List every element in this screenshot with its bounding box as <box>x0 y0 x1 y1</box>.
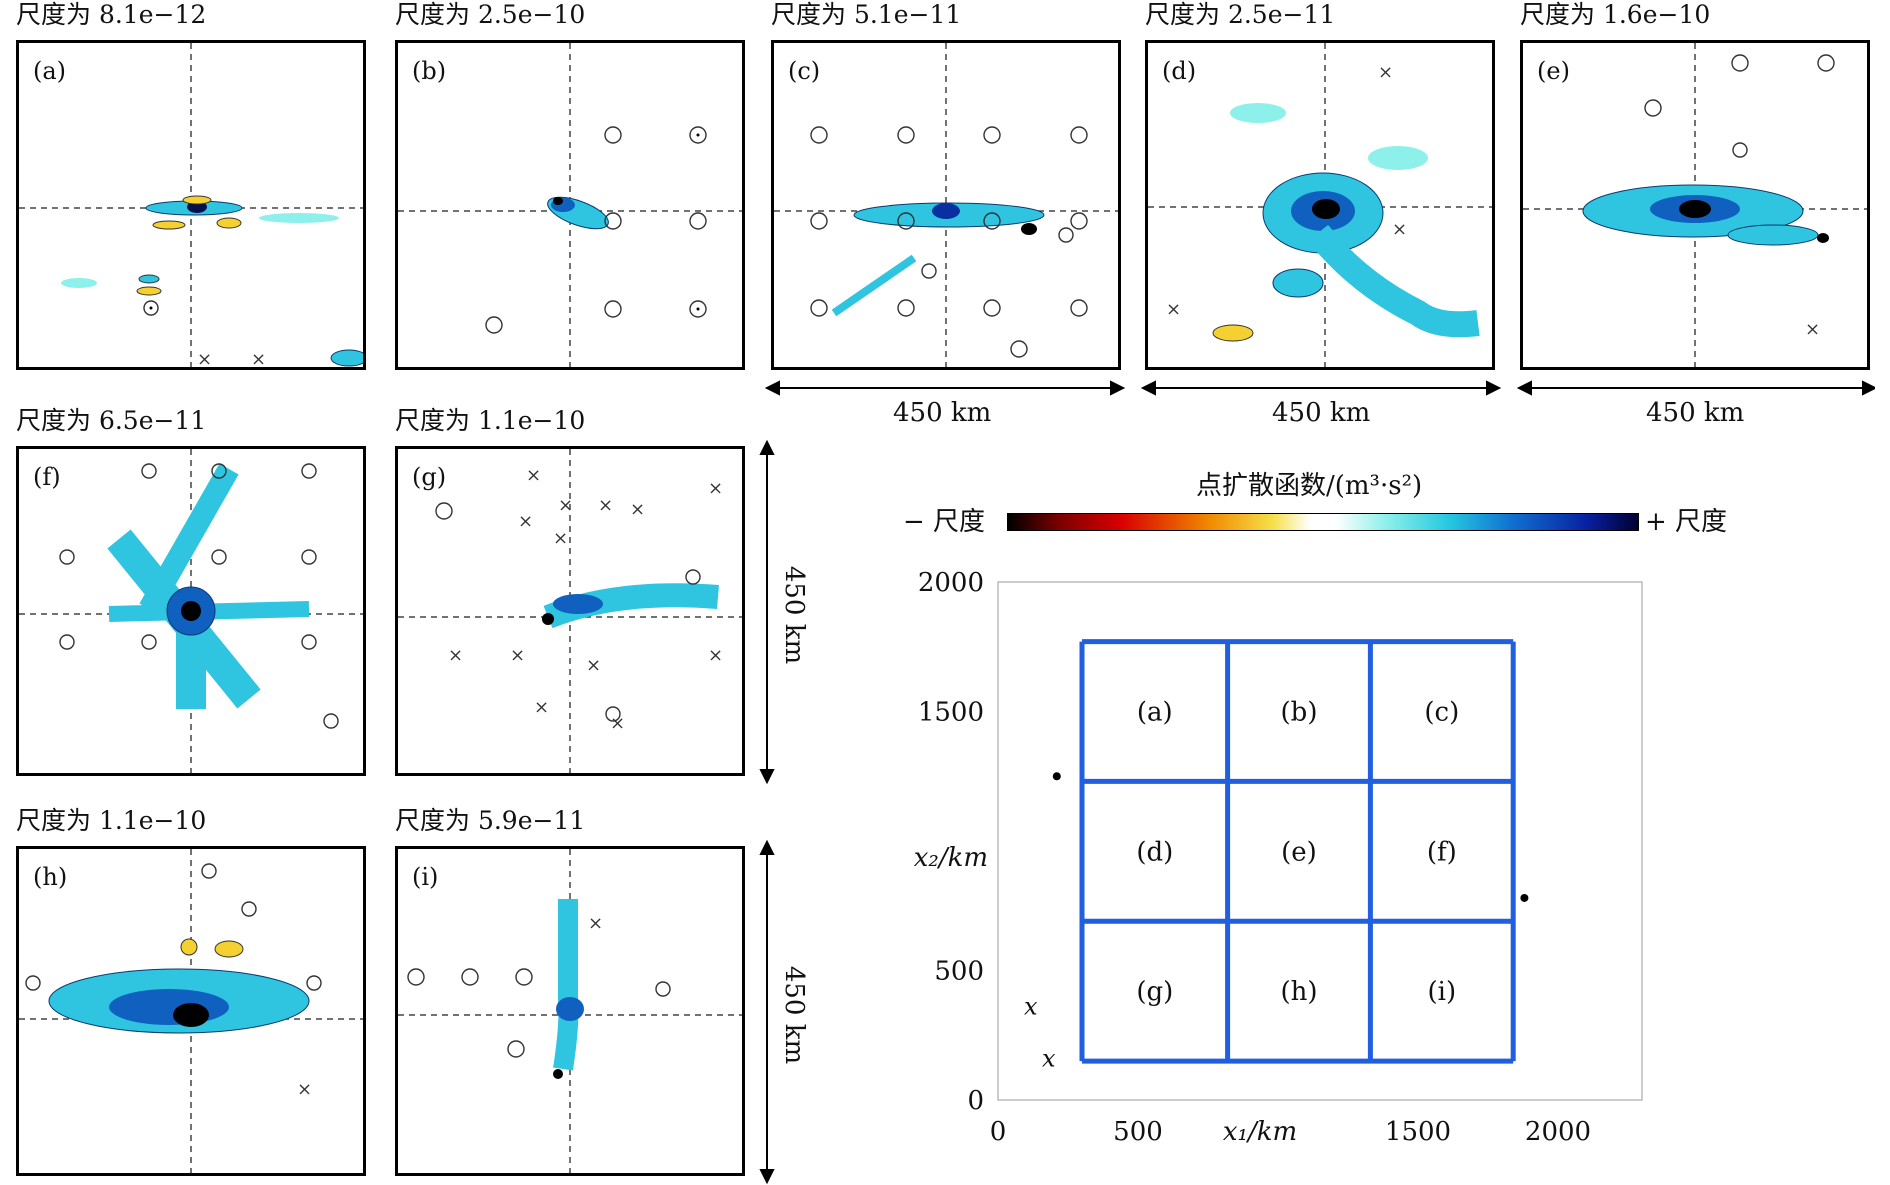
psf-plot-i: × <box>398 849 742 1173</box>
svg-text:×: × <box>553 528 568 549</box>
svg-text:×: × <box>518 511 533 532</box>
svg-text:×: × <box>598 495 613 516</box>
svg-text:×: × <box>588 913 603 934</box>
marker-x: x <box>1042 1044 1056 1072</box>
grid-cell-label: (b) <box>1281 698 1318 728</box>
psf-panel-b: (b) <box>395 40 745 370</box>
panel-label-i: (i) <box>412 863 439 891</box>
psf-plot-c <box>774 43 1118 367</box>
domain-grid-chart: (a) (b) (c) (d) (e) (f) (g) (h) (i) 0 500 1500 2000 0… <box>914 570 1643 1147</box>
grid-cell-label: (d) <box>1136 837 1173 867</box>
dimension-label-g: 450 km <box>779 565 810 665</box>
svg-text:×: × <box>448 645 463 666</box>
dimension-arrows-top <box>765 380 1875 396</box>
panel-label-e: (e) <box>1537 57 1570 85</box>
colorbar-title: 点扩散函数/(m³·s²) <box>1196 471 1423 501</box>
panel-label-f: (f) <box>33 463 61 491</box>
y-tick-label: 1500 <box>918 698 984 728</box>
panel-label-a: (a) <box>33 57 67 85</box>
psf-panel-g: × × × × × × × × × × × × × (g) <box>395 446 745 776</box>
svg-text:×: × <box>610 713 625 734</box>
psf-panel-a: × × (a) <box>16 40 366 370</box>
svg-text:×: × <box>1378 62 1393 83</box>
svg-text:×: × <box>586 655 601 676</box>
panel-title-g: 尺度为 1.1e−10 <box>395 406 586 435</box>
psf-plot-d: × × × <box>1148 43 1492 367</box>
psf-plot-g: × × × × × × × × × × × × × <box>398 449 742 773</box>
panel-title-a: 尺度为 8.1e−12 <box>16 0 207 29</box>
colorbar-positive-label: + 尺度 <box>1645 507 1728 537</box>
colorbar-negative-label: − 尺度 <box>903 507 986 537</box>
panel-label-h: (h) <box>33 863 68 891</box>
panel-title-i: 尺度为 5.9e−11 <box>395 806 586 835</box>
psf-panel-i: × (i) <box>395 846 745 1176</box>
grid-cell-label: (i) <box>1427 977 1456 1007</box>
marker-x: x <box>1024 993 1038 1021</box>
svg-text:×: × <box>297 1079 312 1100</box>
svg-text:×: × <box>534 697 549 718</box>
svg-text:×: × <box>558 495 573 516</box>
psf-panel-d: × × × (d) <box>1145 40 1495 370</box>
panel-title-b: 尺度为 2.5e−10 <box>395 0 586 29</box>
dimension-label-i: 450 km <box>779 965 810 1065</box>
grid-cell-label: (g) <box>1136 977 1173 1007</box>
svg-text:×: × <box>708 478 723 499</box>
panel-label-b: (b) <box>412 57 447 85</box>
grid-cell-label: (f) <box>1427 837 1457 867</box>
panel-title-h: 尺度为 1.1e−10 <box>16 806 207 835</box>
psf-plot-e: × <box>1523 43 1867 367</box>
svg-text:×: × <box>1166 299 1181 320</box>
psf-plot-h: × <box>19 849 363 1173</box>
y-tick-label: 2000 <box>918 570 984 598</box>
grid-cell-label: (a) <box>1137 698 1173 728</box>
x-axis-label: x₁/km <box>1223 1117 1297 1147</box>
panel-label-d: (d) <box>1162 57 1197 85</box>
svg-text:×: × <box>510 645 525 666</box>
y-tick-label: 500 <box>934 957 984 987</box>
station-dot <box>1052 772 1061 781</box>
svg-text:×: × <box>526 465 541 486</box>
colorbar <box>1007 513 1639 531</box>
x-tick-label: 0 <box>990 1117 1007 1147</box>
panel-label-g: (g) <box>412 463 447 491</box>
panel-title-c: 尺度为 5.1e−11 <box>771 0 962 29</box>
svg-text:×: × <box>1392 219 1407 240</box>
psf-plot-a: × × <box>19 43 363 367</box>
dimension-label-c: 450 km <box>893 398 992 428</box>
panel-title-e: 尺度为 1.6e−10 <box>1520 0 1711 29</box>
psf-plot-f <box>19 449 363 773</box>
y-tick-label: 0 <box>967 1086 984 1116</box>
x-tick-label: 500 <box>1113 1117 1163 1147</box>
grid-cell-label: (e) <box>1281 837 1317 867</box>
x-tick-label: 2000 <box>1525 1117 1591 1147</box>
svg-text:×: × <box>630 499 645 520</box>
x-tick-label: 1500 <box>1385 1117 1451 1147</box>
svg-text:×: × <box>1805 319 1820 340</box>
panel-title-f: 尺度为 6.5e−11 <box>16 406 207 435</box>
psf-plot-b <box>398 43 742 367</box>
grid-cell-label: (c) <box>1424 698 1459 728</box>
plot-frame <box>997 581 1643 1101</box>
dimension-label-e: 450 km <box>1646 398 1745 428</box>
psf-panel-c: (c) <box>771 40 1121 370</box>
svg-text:×: × <box>251 349 266 367</box>
svg-text:×: × <box>708 645 723 666</box>
dimension-label-d: 450 km <box>1272 398 1371 428</box>
panel-label-c: (c) <box>788 57 821 85</box>
y-axis-label: x₂/km <box>914 843 988 873</box>
station-dot <box>1520 893 1529 902</box>
psf-panel-e: × (e) <box>1520 40 1870 370</box>
panel-title-d: 尺度为 2.5e−11 <box>1145 0 1336 29</box>
dimension-arrows-side <box>759 440 775 1185</box>
grid-cell-label: (h) <box>1280 977 1317 1007</box>
psf-panel-h: × (h) <box>16 846 366 1176</box>
psf-panel-f: (f) <box>16 446 366 776</box>
svg-text:×: × <box>197 349 212 367</box>
